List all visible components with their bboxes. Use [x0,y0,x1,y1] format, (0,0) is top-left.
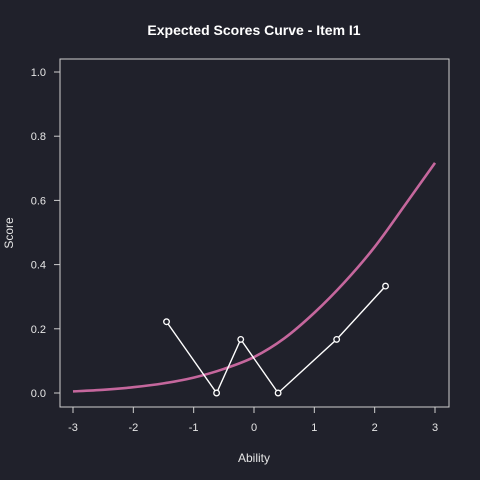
y-axis-label: Score [2,217,16,249]
x-tick-label: 2 [372,422,378,434]
x-tick-label: 0 [251,422,257,434]
x-tick-label: -3 [68,422,78,434]
plot-frame [59,58,450,408]
y-tick-label: 0.8 [31,131,46,143]
y-tick-label: 0.4 [31,260,46,272]
chart-title: Expected Scores Curve - Item I1 [147,22,360,38]
observed-point [274,389,282,397]
observed-score-line [165,285,387,395]
observed-point [213,389,221,397]
x-tick-label: -2 [128,422,138,434]
x-axis-label: Ability [238,451,270,465]
y-tick-label: 0.6 [31,195,46,207]
observed-point [163,318,170,326]
y-tick-label: 1.0 [31,67,46,79]
y-tick-label: 0.0 [31,388,46,400]
x-tick-label: 3 [432,422,438,434]
x-tick-label: -1 [189,422,199,434]
observed-point [333,335,341,343]
x-tick-label: 1 [311,422,317,434]
expected-score-curve [72,162,437,393]
series-layer [72,162,437,397]
x-axis: -3 -2 -1 0 1 2 3 [68,406,438,434]
y-axis: 0.0 0.2 0.4 0.6 0.8 1.0 [31,67,61,400]
observed-point [237,335,245,343]
y-tick-label: 0.2 [31,324,46,336]
observed-point [382,282,389,290]
